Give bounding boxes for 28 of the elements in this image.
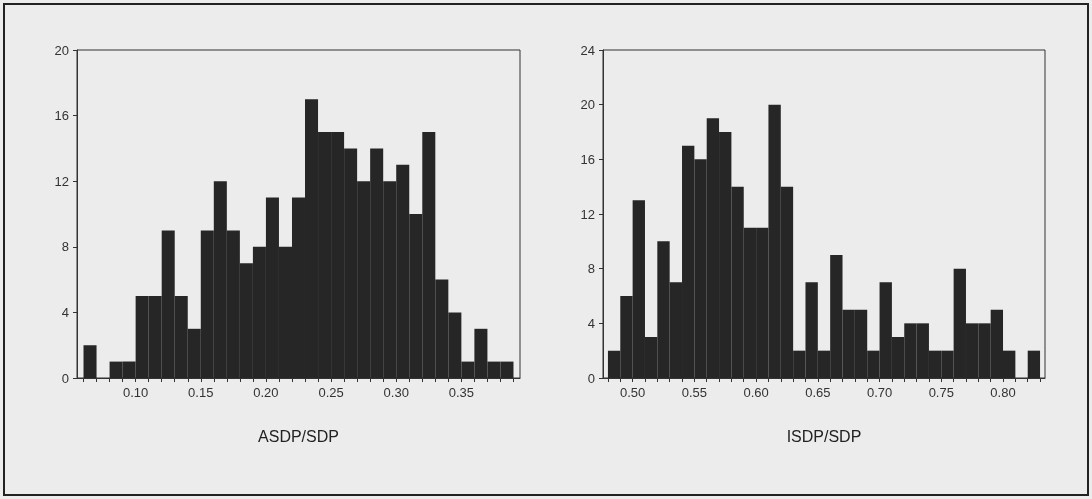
x-tick-label: 0.70: [866, 385, 893, 400]
x-tick-label: 0.80: [990, 385, 1016, 400]
y-tick-label: 20: [54, 42, 69, 58]
y-tick-label: 0: [61, 370, 69, 386]
x-tick-label: 0.25: [318, 385, 344, 400]
y-tick-label: 12: [580, 206, 595, 222]
y-tick-label: 4: [587, 315, 595, 331]
x-tick-label: 0.15: [188, 385, 214, 400]
x-axis-title: ASDP/SDP: [258, 427, 339, 445]
x-tick-label: 0.55: [681, 385, 708, 400]
x-axis-title: ISDP/SDP: [786, 427, 862, 445]
y-tick-label: 8: [61, 239, 69, 255]
y-tick-label: 12: [54, 173, 69, 189]
y-tick-label: 20: [580, 97, 595, 113]
x-tick-label: 0.10: [122, 385, 149, 400]
x-tick-label: 0.35: [448, 385, 475, 400]
x-tick-label: 0.50: [619, 385, 646, 400]
x-tick-label: 0.20: [253, 385, 279, 400]
x-tick-label: 0.65: [805, 385, 831, 400]
x-tick-label: 0.30: [383, 385, 409, 400]
y-tick-label: 16: [580, 151, 595, 167]
y-tick-label: 8: [587, 261, 595, 277]
y-tick-label: 24: [580, 42, 595, 58]
y-tick-label: 4: [61, 304, 69, 320]
y-tick-label: 0: [587, 370, 595, 386]
x-tick-label: 0.60: [743, 385, 769, 400]
x-tick-label: 0.75: [928, 385, 954, 400]
y-tick-label: 16: [54, 108, 69, 124]
